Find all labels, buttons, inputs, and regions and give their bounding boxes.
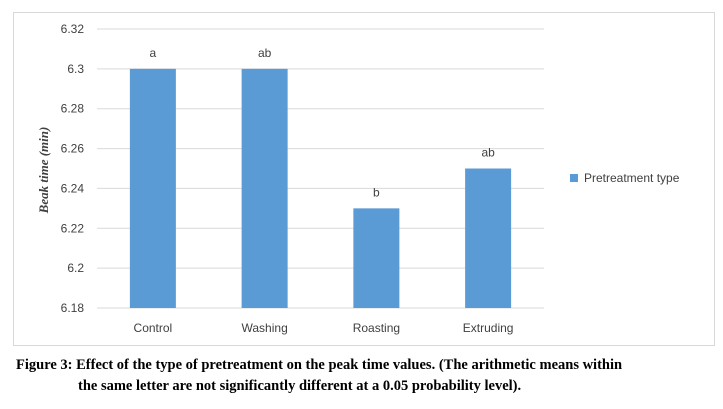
y-tick-label: 6.24 bbox=[61, 181, 85, 195]
x-tick-label: Washing bbox=[242, 321, 288, 335]
caption-line-1: Figure 3: Effect of the type of pretreat… bbox=[16, 357, 623, 373]
significance-label: ab bbox=[258, 46, 272, 60]
significance-label: b bbox=[373, 185, 380, 199]
y-tick-labels: 6.18 6.2 6.22 6.24 6.26 6.28 6.3 6.32 bbox=[61, 22, 85, 315]
bars bbox=[129, 68, 512, 308]
bar-control bbox=[129, 68, 176, 308]
bar-roasting bbox=[353, 208, 400, 308]
y-axis-label: Beak time (min) bbox=[36, 127, 51, 215]
bar-washing bbox=[241, 68, 288, 308]
caption-line-2: the same letter are not significantly di… bbox=[78, 378, 522, 394]
chart-area: 6.18 6.2 6.22 6.24 6.26 6.28 6.3 6.32 Control Wa… bbox=[13, 12, 715, 346]
y-tick-label: 6.22 bbox=[61, 221, 85, 235]
y-tick-label: 6.32 bbox=[61, 22, 85, 36]
data-labels: a ab b ab bbox=[150, 46, 496, 200]
y-tick-label: 6.26 bbox=[61, 142, 85, 156]
x-tick-label: Extruding bbox=[463, 321, 514, 335]
significance-label: ab bbox=[481, 146, 495, 160]
y-tick-label: 6.28 bbox=[61, 102, 85, 116]
x-tick-label: Roasting bbox=[353, 321, 400, 335]
x-tick-label: Control bbox=[134, 321, 173, 335]
x-tick-labels: Control Washing Roasting Extruding bbox=[134, 321, 514, 335]
bar-extruding bbox=[465, 168, 512, 308]
legend: Pretreatment type bbox=[570, 171, 680, 185]
legend-swatch bbox=[570, 174, 578, 182]
y-tick-label: 6.3 bbox=[67, 62, 84, 76]
legend-label: Pretreatment type bbox=[584, 171, 680, 185]
bar-chart: 6.18 6.2 6.22 6.24 6.26 6.28 6.3 6.32 Control Wa… bbox=[36, 22, 680, 335]
y-tick-label: 6.2 bbox=[67, 261, 84, 275]
significance-label: a bbox=[150, 46, 157, 60]
y-tick-label: 6.18 bbox=[61, 301, 85, 315]
figure-caption: Figure 3: Effect of the type of pretreat… bbox=[16, 355, 716, 397]
